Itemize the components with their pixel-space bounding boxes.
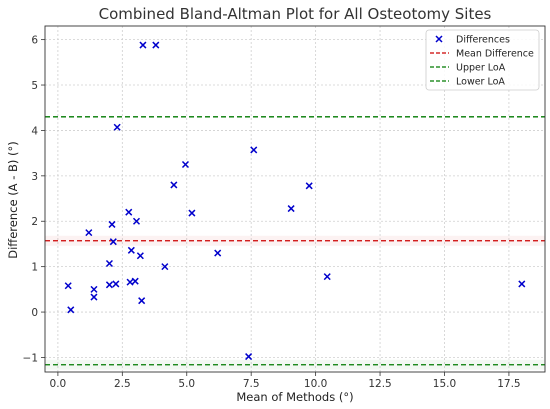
legend: Differences Mean Difference Upper LoA Lower… — [425, 29, 540, 91]
x-tick-label: 17.5 — [497, 378, 520, 390]
data-points — [64, 41, 526, 361]
data-point — [188, 209, 196, 217]
y-tick-label: 2 — [31, 216, 38, 228]
legend-entry: Mean Difference — [430, 49, 534, 60]
data-point — [214, 249, 222, 257]
data-point — [113, 123, 121, 131]
data-point — [109, 238, 117, 246]
data-point — [127, 246, 135, 254]
y-tick-label: 3 — [31, 171, 38, 183]
data-point — [250, 146, 258, 154]
data-point — [518, 280, 526, 288]
y-axis-title: Difference (A - B) (°) — [6, 141, 20, 259]
data-point — [136, 252, 144, 260]
data-point — [64, 282, 72, 290]
x-tick-label: 7.5 — [243, 378, 260, 390]
x-axis-ticks: 0.0 2.5 5.0 7.5 10.0 12.5 15.0 17.5 — [50, 372, 521, 390]
legend-label: Differences — [456, 35, 510, 46]
data-point — [85, 229, 93, 237]
data-point — [105, 259, 113, 268]
data-point — [139, 41, 147, 49]
y-tick-label: 5 — [31, 80, 38, 92]
data-point — [112, 280, 120, 288]
x-tick-label: 0.0 — [50, 378, 67, 390]
legend-entry: Lower LoA — [430, 77, 505, 88]
data-point — [90, 293, 98, 301]
y-tick-label: 0 — [31, 307, 38, 319]
x-tick-label: 2.5 — [114, 378, 131, 390]
data-point — [152, 41, 160, 49]
x-tick-label: 10.0 — [304, 378, 327, 390]
data-point — [305, 182, 313, 190]
chart-title: Combined Bland-Altman Plot for All Osteo… — [99, 5, 492, 23]
plot-frame — [44, 25, 546, 373]
data-point — [323, 273, 331, 281]
data-point — [67, 306, 75, 314]
data-point — [170, 181, 178, 189]
legend-label: Mean Difference — [456, 49, 534, 60]
reference-bands — [45, 235, 545, 370]
data-point — [108, 220, 116, 228]
data-point — [181, 160, 189, 169]
legend-label: Lower LoA — [456, 77, 505, 88]
y-tick-label: 1 — [31, 262, 38, 274]
data-point — [90, 285, 98, 293]
legend-box — [425, 29, 540, 91]
y-tick-label: −1 — [23, 352, 38, 364]
data-point — [161, 263, 169, 271]
y-axis-ticks: −1 0 1 2 3 4 5 6 — [23, 35, 45, 364]
y-tick-label: 6 — [31, 35, 38, 47]
x-tick-label: 5.0 — [178, 378, 195, 390]
data-point — [132, 217, 141, 225]
x-tick-label: 12.5 — [368, 378, 391, 390]
x-tick-label: 15.0 — [433, 378, 456, 390]
data-point — [126, 278, 134, 286]
data-point — [245, 353, 253, 361]
data-point — [138, 297, 146, 305]
x-axis-title: Mean of Methods (°) — [236, 390, 353, 404]
legend-entry: Upper LoA — [430, 63, 506, 74]
legend-label: Upper LoA — [456, 63, 506, 74]
data-point — [125, 208, 133, 216]
legend-entry: Differences — [435, 35, 510, 46]
data-point — [287, 205, 295, 213]
reference-lines — [45, 116, 545, 366]
y-tick-label: 4 — [31, 125, 38, 137]
data-point — [105, 281, 113, 289]
data-point — [131, 277, 139, 285]
